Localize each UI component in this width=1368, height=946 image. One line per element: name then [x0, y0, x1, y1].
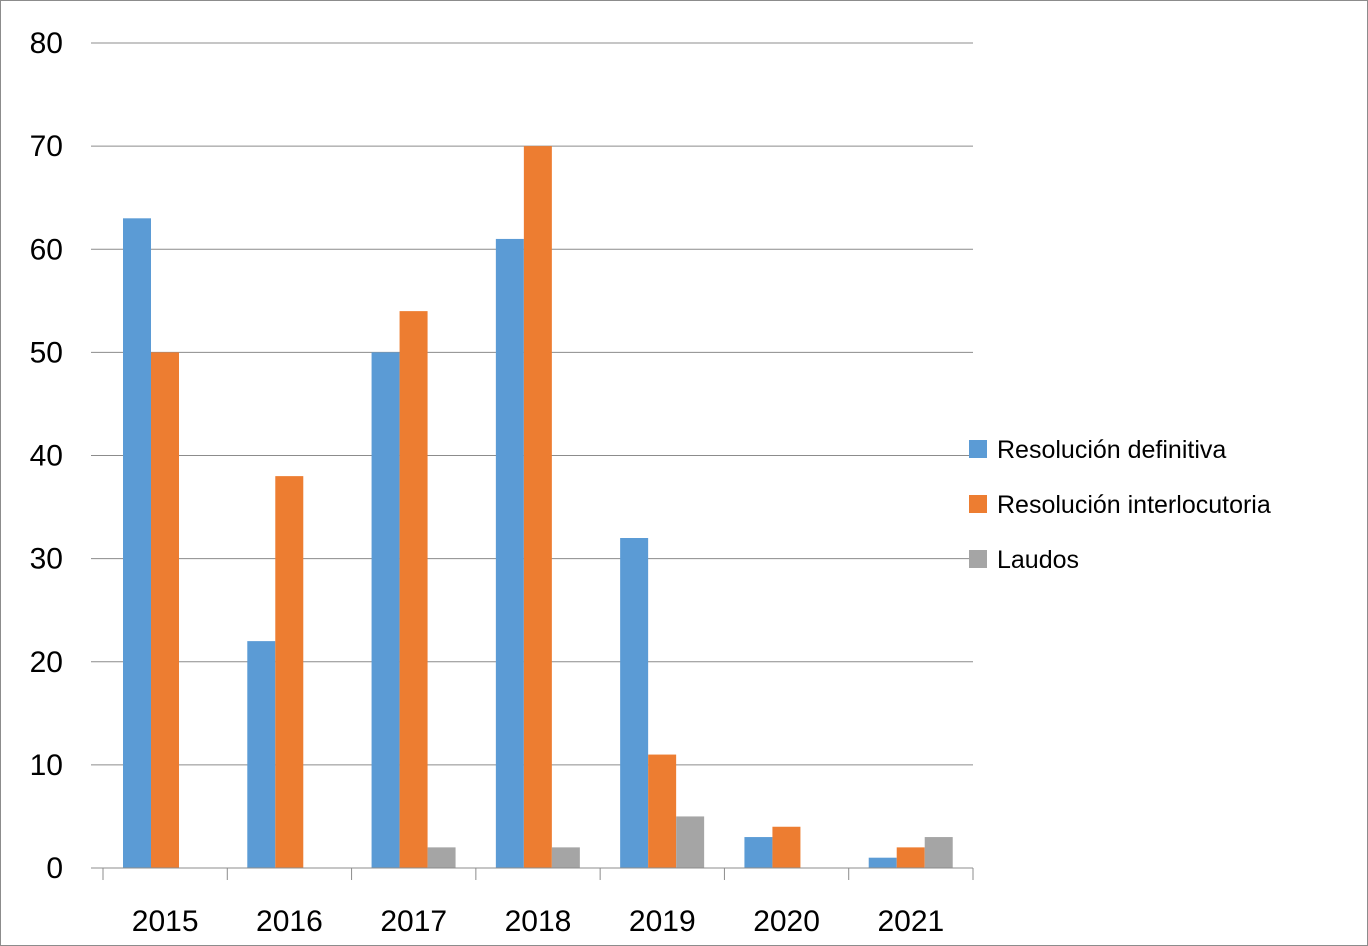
y-tick-label: 10	[30, 749, 63, 782]
x-tick-label: 2018	[505, 905, 572, 938]
bar-2015-2	[151, 352, 179, 868]
bar-2021-2	[896, 847, 925, 868]
legend-label: Resolución interlocutoria	[997, 491, 1271, 519]
bar-2018-3	[551, 847, 580, 868]
bar-2017-1	[371, 352, 400, 868]
bar-2020-1	[744, 837, 773, 868]
x-tick-label: 2021	[877, 905, 944, 938]
x-tick-label: 2017	[380, 905, 447, 938]
legend-swatch	[969, 440, 987, 458]
y-tick-label: 50	[30, 336, 63, 369]
legend: Resolución definitiva Resolución interloc…	[969, 436, 1271, 574]
bar-2021-1	[868, 857, 897, 868]
legend-label: Laudos	[997, 546, 1079, 574]
x-axis	[102, 867, 974, 880]
bar-2018-2	[523, 146, 552, 868]
bar-2016-2	[275, 476, 304, 868]
bar-2018-1	[495, 238, 524, 868]
legend-swatch	[969, 495, 987, 513]
bar-2017-3	[427, 847, 456, 868]
x-tick-label: 2016	[256, 905, 323, 938]
bar-2019-1	[620, 538, 649, 868]
y-tick-label: 70	[30, 130, 63, 163]
x-tick-label: 2020	[753, 905, 820, 938]
y-axis-tick-labels: 0 10 20 30 40 50 60 70 80	[30, 27, 63, 885]
legend-swatch	[969, 550, 987, 568]
x-axis-tick-labels: 2015 2016 2017 2018 2019 2020 2021	[132, 905, 944, 938]
y-tick-label: 80	[30, 27, 63, 60]
y-tick-label: 20	[30, 646, 63, 679]
legend-label: Resolución definitiva	[997, 436, 1226, 464]
x-tick-label: 2015	[132, 905, 199, 938]
bar-2019-3	[676, 816, 705, 868]
bar-2020-2	[772, 826, 801, 868]
y-tick-label: 40	[30, 440, 63, 473]
y-tick-label: 30	[30, 543, 63, 576]
bars	[123, 146, 953, 868]
y-tick-label: 60	[30, 233, 63, 266]
bar-2017-2	[399, 311, 428, 868]
bar-2016-1	[247, 641, 276, 868]
y-tick-label: 0	[46, 852, 63, 885]
bar-2015-1	[123, 218, 151, 868]
bar-2019-2	[648, 754, 677, 868]
bar-2021-3	[924, 837, 953, 868]
x-tick-label: 2019	[629, 905, 696, 938]
